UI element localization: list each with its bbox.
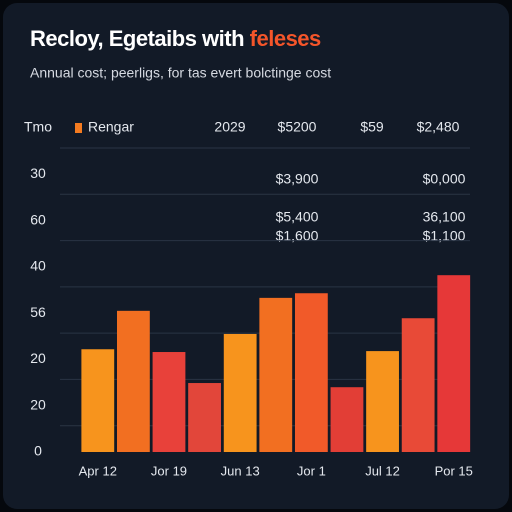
bar bbox=[81, 349, 115, 452]
x-tick-label: Jor 1 bbox=[297, 463, 326, 478]
x-tick-label: Jor 19 bbox=[151, 463, 187, 478]
annotation: $5,400 bbox=[276, 209, 319, 225]
title-text: Recloy, Egetaibs with bbox=[30, 26, 250, 51]
annotation: $5200 bbox=[278, 119, 317, 135]
annotation: 36,100 bbox=[423, 209, 466, 225]
bar bbox=[152, 352, 186, 452]
chart-title: Recloy, Egetaibs with feleses bbox=[30, 26, 321, 51]
bar bbox=[437, 275, 471, 452]
bar bbox=[116, 310, 150, 452]
annotation: $0,000 bbox=[423, 171, 466, 187]
legend-swatch bbox=[75, 123, 82, 133]
bar bbox=[330, 387, 364, 452]
y-tick-label: 0 bbox=[34, 443, 42, 459]
x-tick-label: Por 15 bbox=[435, 463, 473, 478]
annotation: $3,900 bbox=[276, 171, 319, 187]
y-tick-label: 30 bbox=[30, 165, 46, 181]
bar bbox=[366, 351, 399, 452]
annotation: $1,100 bbox=[423, 228, 466, 244]
bar bbox=[401, 318, 435, 452]
chart-subtitle: Annual cost; peerligs, for tas evert bol… bbox=[30, 65, 331, 81]
bar bbox=[259, 297, 293, 452]
x-tick-label: Apr 12 bbox=[79, 463, 117, 478]
annotation: $1,600 bbox=[276, 228, 319, 244]
bar bbox=[188, 383, 221, 452]
y-tick-label: 56 bbox=[30, 304, 46, 320]
annotation: $2,480 bbox=[417, 119, 460, 135]
x-tick-label: Jun 13 bbox=[221, 463, 260, 478]
annotations: 2029 $5200 $59 $2,480 $3,900 $0,000 $5,4… bbox=[214, 119, 465, 244]
bar bbox=[294, 293, 328, 452]
legend-label: Rengar bbox=[88, 119, 134, 135]
annotation: 2029 bbox=[214, 119, 245, 135]
y-tick-label: Tmo bbox=[24, 119, 52, 135]
annotation: $59 bbox=[360, 119, 384, 135]
y-tick-label: 40 bbox=[30, 258, 46, 274]
x-tick-label: Jul 12 bbox=[365, 463, 400, 478]
y-tick-label: 20 bbox=[30, 350, 46, 366]
title-highlight: feleses bbox=[250, 26, 321, 51]
bar bbox=[223, 333, 257, 452]
y-tick-label: 20 bbox=[30, 396, 46, 412]
y-tick-label: 60 bbox=[30, 211, 46, 227]
